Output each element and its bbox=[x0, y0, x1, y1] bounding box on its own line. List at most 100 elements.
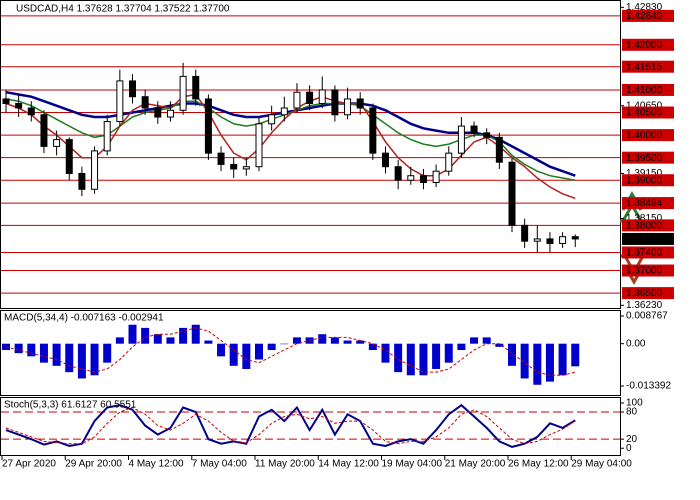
candle-body bbox=[230, 163, 238, 170]
macd-bar bbox=[545, 343, 554, 382]
macd-bar bbox=[267, 343, 276, 351]
macd-bar bbox=[406, 343, 415, 376]
candle-body bbox=[344, 98, 352, 116]
x-tick-label: 29 Apr 20:00 bbox=[65, 459, 122, 470]
level-label: 1.36500 bbox=[626, 288, 663, 299]
macd-bar bbox=[242, 343, 251, 369]
candle-body bbox=[154, 107, 162, 118]
candle-body bbox=[192, 75, 200, 100]
macd-bar bbox=[2, 343, 10, 351]
candle-body bbox=[15, 102, 23, 109]
x-tick-label: 19 May 04:00 bbox=[382, 459, 443, 470]
candle-body bbox=[432, 170, 440, 183]
candle-body bbox=[407, 175, 415, 181]
level-label-box bbox=[622, 106, 674, 119]
level-label-box bbox=[622, 38, 674, 51]
candle-body bbox=[141, 96, 149, 109]
level-label: 1.40000 bbox=[626, 130, 663, 141]
macd-panel-frame bbox=[0, 310, 621, 396]
level-label: 1.42640 bbox=[626, 11, 663, 22]
y-tick-label: 0.008767 bbox=[626, 311, 668, 322]
candle-body bbox=[280, 107, 288, 116]
level-label: 1.38000 bbox=[626, 221, 663, 232]
x-tick-label: 14 May 12:00 bbox=[318, 459, 379, 470]
macd-bar bbox=[394, 343, 403, 373]
candle-body bbox=[521, 224, 529, 242]
macd-bar bbox=[52, 343, 61, 366]
candle-body bbox=[2, 98, 10, 104]
candle-body bbox=[268, 114, 276, 125]
candle-body bbox=[559, 236, 567, 244]
macd-bar bbox=[368, 343, 377, 351]
macd-bar bbox=[14, 343, 23, 354]
macd-bar bbox=[204, 340, 213, 344]
level-label: 1.42000 bbox=[626, 40, 663, 51]
candle-body bbox=[457, 125, 465, 154]
y-tick-label: -0.013392 bbox=[626, 381, 671, 392]
candle-body bbox=[179, 75, 187, 111]
stoch-title: Stoch(5,3,3) 61.6127 60.5551 bbox=[4, 400, 137, 411]
line bbox=[5, 90, 576, 177]
line bbox=[5, 403, 576, 448]
macd-bar bbox=[65, 343, 74, 373]
macd-bar bbox=[128, 324, 137, 344]
candle-body bbox=[78, 172, 86, 190]
macd-bar bbox=[330, 337, 339, 344]
macd-bar bbox=[77, 343, 86, 379]
y-tick-label: 1.38150 bbox=[626, 213, 663, 224]
candle-body bbox=[483, 132, 491, 138]
candle-body bbox=[546, 238, 554, 244]
y-tick-label: 1.42830 bbox=[626, 2, 663, 13]
level-label: 1.37400 bbox=[626, 248, 663, 259]
x-tick-label: 4 May 12:00 bbox=[129, 459, 184, 470]
macd-bar bbox=[470, 337, 479, 344]
level-label: 1.40500 bbox=[626, 108, 663, 119]
line bbox=[5, 98, 576, 181]
x-tick-label: 7 May 04:00 bbox=[192, 459, 247, 470]
macd-bar bbox=[356, 340, 365, 344]
candle-body bbox=[306, 91, 314, 104]
level-label-box bbox=[622, 83, 674, 96]
level-label: 1.39000 bbox=[626, 175, 663, 186]
candle-body bbox=[204, 98, 212, 154]
price-panel-frame bbox=[0, 0, 621, 309]
macd-bar bbox=[419, 343, 428, 376]
level-label-box bbox=[622, 60, 674, 73]
y-tick-label: 1.40650 bbox=[626, 100, 663, 111]
stoch-panel-frame bbox=[0, 397, 621, 456]
level-label: 1.39500 bbox=[626, 153, 663, 164]
candle-body bbox=[242, 166, 250, 170]
candle-body bbox=[470, 125, 478, 134]
x-tick-label: 26 May 12:00 bbox=[508, 459, 569, 470]
y-tick-label: 20 bbox=[626, 434, 638, 445]
candle-body bbox=[40, 114, 48, 147]
macd-bar bbox=[166, 337, 175, 344]
macd-bar bbox=[217, 343, 226, 357]
y-tick-label: 0.00 bbox=[626, 338, 646, 349]
level-label-box bbox=[622, 174, 674, 187]
line bbox=[5, 93, 576, 200]
macd-bar bbox=[141, 327, 150, 344]
macd-bar bbox=[39, 343, 48, 363]
candle-body bbox=[495, 136, 503, 163]
macd-bar bbox=[495, 343, 504, 347]
x-tick-label: 11 May 20:00 bbox=[255, 459, 315, 470]
chart-title: USDCAD,H4 1.37628 1.37704 1.37522 1.3770… bbox=[16, 4, 230, 15]
level-label-box bbox=[622, 287, 674, 300]
level-label-box bbox=[622, 151, 674, 164]
macd-bar bbox=[229, 343, 238, 366]
y-tick-label: 100 bbox=[626, 398, 643, 409]
candle-body bbox=[369, 107, 377, 154]
macd-bar bbox=[508, 343, 516, 366]
candle-body bbox=[53, 139, 61, 147]
level-label-box bbox=[622, 9, 674, 22]
macd-bar bbox=[432, 343, 441, 369]
candle-body bbox=[331, 89, 339, 116]
y-tick-label: 1.36230 bbox=[626, 300, 663, 311]
macd-bar bbox=[280, 343, 289, 345]
y-tick-label: 0 bbox=[626, 443, 632, 454]
x-tick-label: 21 May 20:00 bbox=[445, 459, 506, 470]
level-label: 1.41515 bbox=[626, 62, 663, 73]
